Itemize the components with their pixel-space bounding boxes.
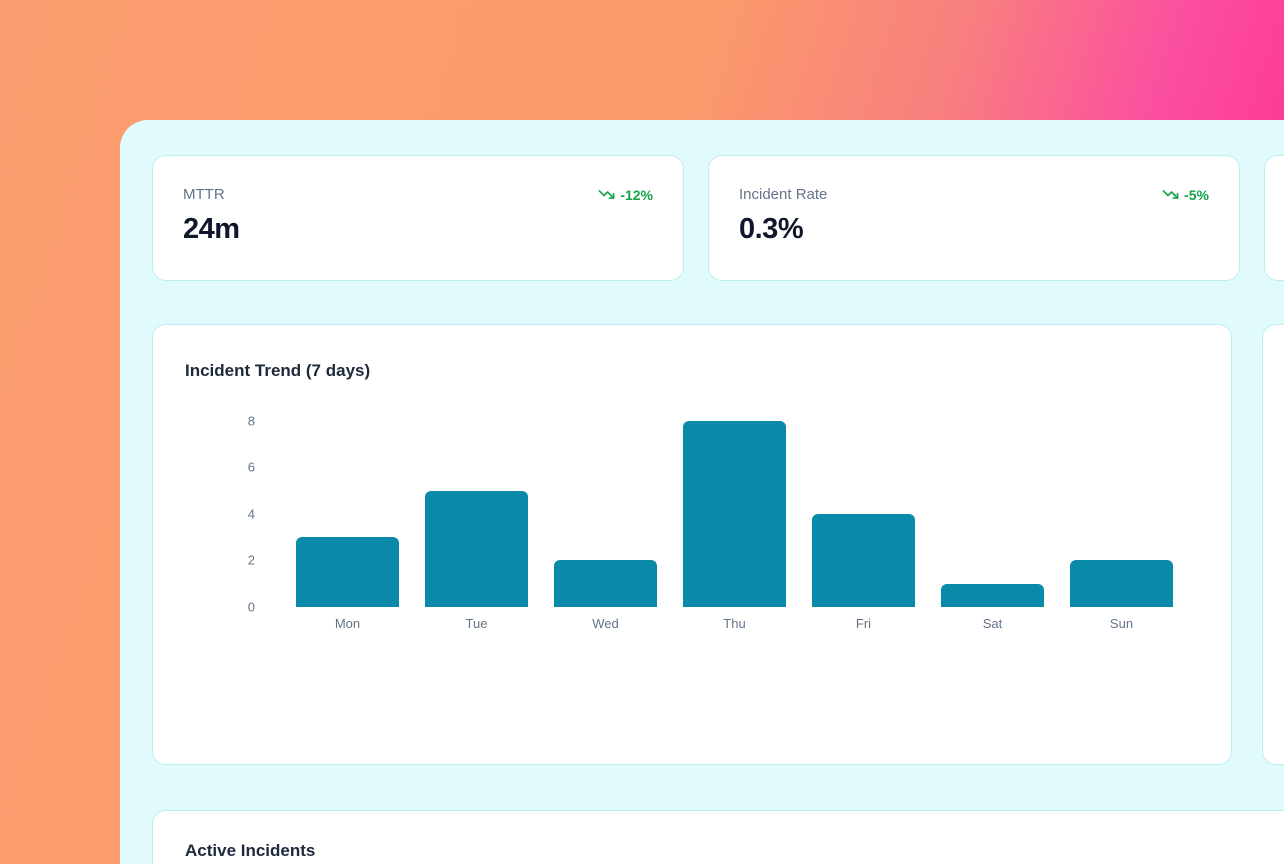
bar-slot [541,409,670,607]
active-incidents-card: Active Incidents [152,810,1284,864]
bar-slot [283,409,412,607]
x-tick-label: Wed [592,616,619,631]
stat-label: Incident Rate [739,186,828,203]
bar-slot [412,409,541,607]
dashboard-panel: MTTR -12% 24m Incident Rate [120,120,1284,864]
x-tick-label: Fri [855,616,872,631]
bar-chart: 0 2 4 6 8 Mon Tue Wed Thu Fri Sat Sun [185,409,1231,631]
bar-sun [1069,560,1174,607]
y-tick-label: 0 [247,599,255,615]
bar-slot [799,409,928,607]
bar-tue [424,490,529,607]
charts-row: Incident Trend (7 days) 0 2 4 6 8 Mon Tue Wed T… [152,324,1284,765]
chart-y-axis: 0 2 4 6 8 [185,409,283,614]
stat-card-mttr: MTTR -12% 24m [152,155,684,281]
bar-slot [670,409,799,607]
x-tick-label: Sat [982,616,1003,631]
trending-down-icon [1162,190,1179,199]
stat-card-incident-rate: Incident Rate -5% 0.3% [708,155,1240,281]
y-tick-label: 6 [247,459,255,475]
chart-plot-area: Mon Tue Wed Thu Fri Sat Sun [283,409,1186,631]
stat-trend-value: -12% [620,186,653,203]
x-tick-label: Tue [465,616,488,631]
active-incidents-title: Active Incidents [185,841,316,860]
incident-trend-card: Incident Trend (7 days) 0 2 4 6 8 Mon Tue Wed T… [152,324,1232,765]
chart-x-labels: Mon Tue Wed Thu Fri Sat Sun [283,616,1186,631]
stat-value: 24m [183,213,240,245]
bar-mon [295,537,400,607]
stat-value: 0.3% [739,213,804,245]
stat-card-header: MTTR -12% [183,186,653,203]
bar-slot [928,409,1057,607]
secondary-card-partial [1262,324,1284,765]
bar-sat [940,583,1045,607]
x-tick-label: Sun [1109,616,1134,631]
y-tick-label: 4 [247,506,255,522]
stat-label: MTTR [183,186,225,203]
stat-card-header: Incident Rate -5% [739,186,1209,203]
y-tick-label: 8 [247,413,255,429]
trending-down-icon [598,190,615,199]
bar-fri [811,513,916,607]
chart-bars [283,409,1186,607]
stats-row: MTTR -12% 24m Incident Rate [152,155,1284,281]
stat-trend-badge: -12% [598,186,653,203]
bar-wed [553,560,658,607]
x-tick-label: Thu [723,616,746,631]
stat-card-partial [1264,155,1284,281]
bar-slot [1057,409,1186,607]
chart-title: Incident Trend (7 days) [185,361,371,380]
y-tick-label: 2 [247,552,255,568]
x-tick-label: Mon [334,616,361,631]
bar-thu [682,420,787,607]
stat-trend-badge: -5% [1162,186,1209,203]
stat-trend-value: -5% [1184,186,1209,203]
